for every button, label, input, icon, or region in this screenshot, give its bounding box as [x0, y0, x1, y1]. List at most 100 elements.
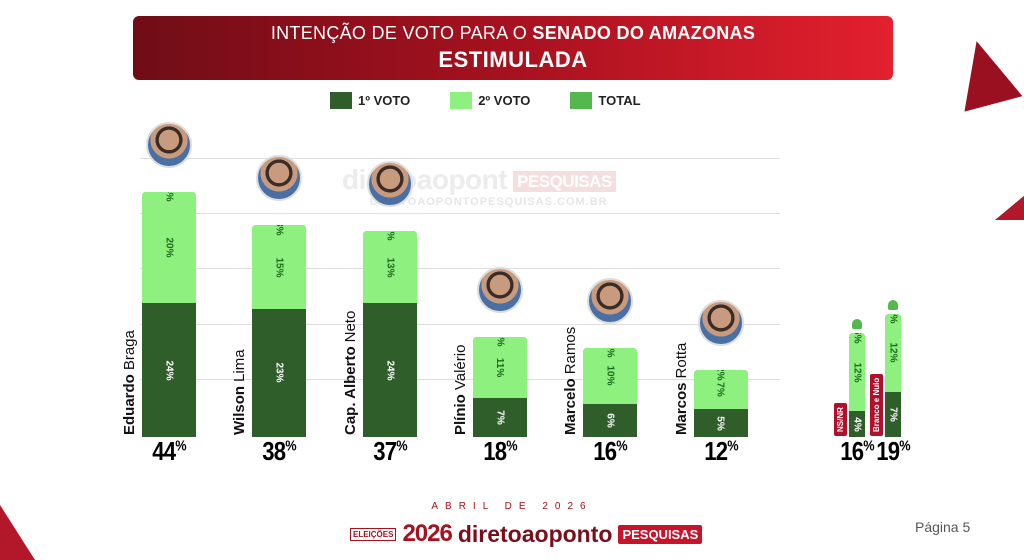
- last-name: Braga: [121, 330, 138, 371]
- bar-segment-v2: 20%: [142, 191, 196, 304]
- decor-triangle: [995, 195, 1024, 220]
- total-label: 16%: [823, 436, 891, 467]
- bar-segment-v1: 6%: [583, 403, 638, 437]
- data-label: 38%: [273, 225, 285, 236]
- total-value: 19: [876, 436, 900, 466]
- candidate-photo: [697, 300, 744, 347]
- legend-label: 2º VOTO: [478, 93, 531, 108]
- bar-segment-v2: 13%: [362, 230, 417, 304]
- candidate-name: Marcos Rotta: [673, 343, 690, 435]
- bar-segment-v1: 24%: [362, 303, 417, 437]
- footer-logo: ELEIÇÕES 2026 diretoaoponto PESQUISAS: [350, 520, 703, 548]
- total-label: 44%: [135, 436, 203, 467]
- bar-segment-v1: 5%: [693, 409, 748, 437]
- person-icon: [888, 299, 898, 310]
- other-bar: 4% 12% 16%: [849, 333, 865, 437]
- bar-segment-v2: 15%: [252, 225, 307, 309]
- title-prefix: INTENÇÃO DE VOTO PARA O: [270, 23, 533, 43]
- legend-swatch: [570, 92, 593, 109]
- total-value: 44: [152, 436, 176, 466]
- decor-triangle: [947, 33, 1023, 112]
- last-name: Lima: [231, 349, 249, 382]
- other-bar: 7% 12% 19%: [885, 313, 901, 437]
- percent-sign: %: [175, 437, 186, 455]
- first-name: Marcos: [672, 382, 690, 435]
- bar-segment-v1: 24%: [142, 303, 196, 437]
- legend-swatch: [330, 92, 352, 109]
- last-name: Valério: [451, 344, 469, 391]
- bar-segment-v1: 23%: [252, 308, 307, 437]
- percent-sign: %: [863, 437, 874, 455]
- decor-triangle: [0, 505, 35, 560]
- first-name: Eduardo: [121, 374, 138, 435]
- total-value: 38: [262, 436, 287, 466]
- data-label: 4%: [851, 416, 863, 432]
- data-label: 7%: [494, 410, 506, 425]
- chart-subtitle: ESTIMULADA: [438, 47, 588, 72]
- data-label: 19%: [887, 313, 899, 324]
- legend-swatch: [450, 92, 473, 109]
- total-label: 37%: [356, 436, 424, 467]
- data-label: 15%: [273, 257, 285, 278]
- data-label: 7%: [714, 382, 726, 397]
- data-label: 20%: [163, 237, 175, 258]
- last-name: Ramos: [562, 326, 580, 375]
- data-label: 13%: [384, 257, 396, 278]
- candidate-photo: [146, 121, 192, 168]
- logo-brand: diretoaoponto: [457, 520, 613, 547]
- bar-segment-v2: 12%: [849, 333, 865, 411]
- data-label: 12%: [887, 342, 899, 363]
- data-label: 12%: [851, 361, 863, 383]
- bar-segment-v1: 7%: [885, 391, 901, 437]
- data-label: 23%: [273, 362, 285, 383]
- total-label: 18%: [466, 436, 534, 467]
- other-label: NS/NR: [834, 403, 847, 436]
- total-value: 16: [593, 436, 617, 466]
- logo-pill: PESQUISAS: [618, 524, 703, 544]
- percent-sign: %: [285, 437, 296, 455]
- data-label: 16%: [604, 347, 616, 358]
- bar-segment-v2: 11%: [472, 336, 527, 398]
- candidate-name: Marcelo Ramos: [562, 327, 579, 435]
- data-label: 24%: [163, 360, 175, 381]
- watermark-url: DIRETOAOPONTOPESQUISAS.COM.BR: [370, 196, 608, 208]
- bar-segment-v2: 12%: [885, 313, 901, 392]
- data-label: 5%: [714, 415, 726, 431]
- legend-item-voto2: 2º VOTO: [450, 92, 530, 109]
- total-label: 19%: [859, 436, 927, 467]
- legend-label: TOTAL: [598, 93, 641, 108]
- gridline: [140, 158, 780, 159]
- total-label: 12%: [687, 436, 755, 467]
- chart-title: INTENÇÃO DE VOTO PARA O SENADO DO AMAZON…: [133, 23, 893, 44]
- total-value: 16: [840, 436, 864, 466]
- data-label: 18%: [494, 336, 506, 347]
- data-label: 44%: [163, 191, 175, 202]
- data-label: 6%: [604, 413, 616, 428]
- candidate-bar: 23% 15% 38%: [252, 225, 307, 437]
- first-name: Wilson: [231, 385, 249, 435]
- data-label: 7%: [887, 407, 899, 422]
- candidate-bar: 24% 13% 37%: [362, 230, 417, 437]
- candidate-photo: [587, 277, 634, 324]
- candidate-bar: 7% 11% 18%: [472, 336, 527, 437]
- person-icon: [852, 319, 862, 329]
- percent-sign: %: [616, 437, 627, 455]
- percent-sign: %: [395, 437, 407, 455]
- title-banner: INTENÇÃO DE VOTO PARA O SENADO DO AMAZON…: [133, 16, 893, 80]
- gridline: [140, 379, 780, 380]
- percent-sign: %: [899, 437, 910, 455]
- gridline: [140, 213, 780, 214]
- total-value: 18: [483, 436, 507, 466]
- legend-label: 1º VOTO: [358, 93, 411, 108]
- total-label: 38%: [245, 436, 313, 467]
- first-name: Cap. Alberto: [341, 346, 359, 435]
- bar-segment-v1: 4%: [849, 411, 865, 437]
- data-label: 16%: [851, 333, 863, 344]
- last-name: Neto: [341, 310, 359, 343]
- legend-item-total: TOTAL: [570, 92, 641, 109]
- data-label: 37%: [384, 230, 396, 241]
- data-label: 24%: [384, 360, 396, 381]
- last-name: Rotta: [672, 342, 690, 379]
- candidate-name: Eduardo Braga: [121, 330, 138, 435]
- candidate-bar: 24% 20% 44%: [142, 191, 196, 437]
